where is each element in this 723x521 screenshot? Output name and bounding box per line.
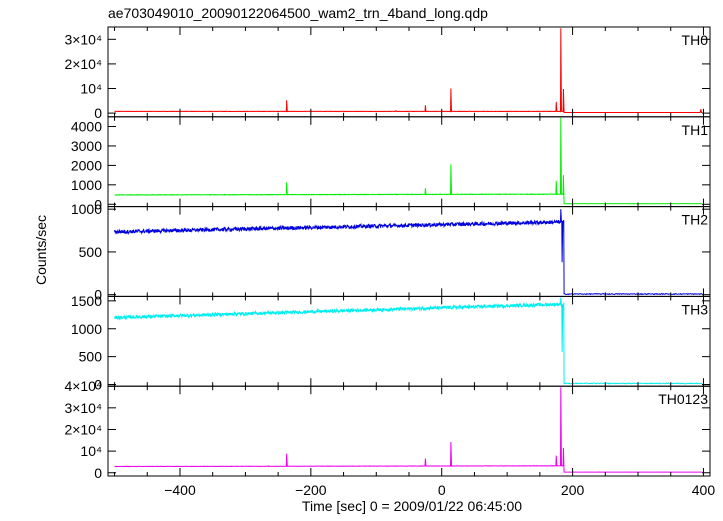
panel-th0123-series-line [114,387,703,473]
panel-th1-frame [107,116,711,208]
panel-th0123-ytick-label: 0 [94,465,102,481]
x-tick-label: 400 [692,482,716,498]
x-tick-label: 200 [561,482,585,498]
panel-th1-ytick-label: 3000 [71,138,102,154]
y-axis-label: Counts/sec [33,215,49,285]
panel-th0-ytick-label: 0 [94,105,102,121]
panel-th1-ytick-label: 1000 [71,177,102,193]
x-axis-label: Time [sec] 0 = 2009/01/22 06:45:00 [302,498,522,514]
x-tick-label: −400 [164,482,196,498]
panel-th0-frame [107,26,711,118]
panel-th2-ytick-label: 0 [94,287,102,303]
panel-th2-series-line [114,209,703,296]
panel-th0123-series-name: TH0123 [658,391,708,407]
panel-th3-ytick-label: 1000 [71,321,102,337]
panel-th1-series-line [114,117,703,205]
panel-th0123-frame [107,385,711,477]
panel-th2-ytick-label: 500 [79,244,103,260]
x-tick-label: −200 [295,482,327,498]
panel-th0-ytick-label: 2×10⁴ [64,56,102,72]
panel-th2-ytick-label: 1000 [71,201,102,217]
panel-th1-ytick-label: 0 [94,196,102,212]
panel-th1-ytick-label: 2000 [71,157,102,173]
panel-th2-series-name: TH2 [682,212,709,228]
panel-th2-frame [107,206,711,297]
panel-th1-series-name: TH1 [682,122,709,138]
panel-th3-ytick-label: 500 [79,349,103,365]
panel-th0123-ytick-label: 3×10⁴ [64,400,102,416]
panel-th0123-ytick-label: 2×10⁴ [64,421,102,437]
x-tick-label: 0 [438,482,446,498]
panel-th1-ytick-label: 4000 [71,119,102,135]
panel-th3-frame [107,295,711,387]
panel-th0-series-name: TH0 [682,32,709,48]
chart-title: ae703049010_20090122064500_wam2_trn_4ban… [108,5,488,21]
panel-th0123-ytick-label: 4×10⁴ [64,378,102,394]
panel-th0123-ytick-label: 10⁴ [80,443,102,459]
panel-th3-series-name: TH3 [682,301,709,317]
panel-th0-ytick-label: 10⁴ [80,81,102,97]
panel-th3-series-line [114,297,703,385]
panel-th3-ytick-label: 0 [94,377,102,393]
panel-th0-series-line [114,28,703,114]
panel-th3-ytick-label: 1500 [71,293,102,309]
panel-th0-ytick-label: 3×10⁴ [64,31,102,47]
